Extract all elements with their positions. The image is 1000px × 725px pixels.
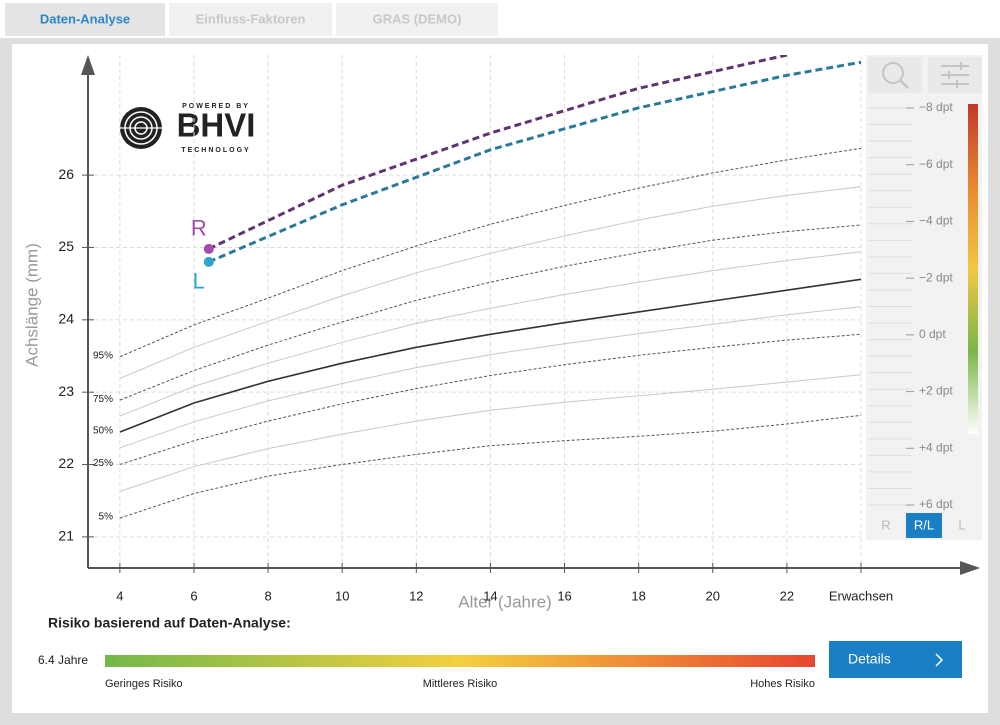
- percentile-line: [119, 251, 862, 417]
- dpt-tick-label: −6 dpt: [919, 157, 953, 171]
- settings-icon: [941, 62, 969, 88]
- x-axis-label: Alter (Jahre): [458, 592, 552, 611]
- measurement-point: [203, 243, 214, 254]
- zoom-icon: [899, 79, 909, 89]
- details-arrow: [935, 653, 944, 667]
- x-tick-label: 18: [631, 588, 645, 603]
- panel: [12, 44, 988, 713]
- percentile-label: 5%: [99, 512, 114, 523]
- plot: [119, 55, 862, 519]
- side-panel: [866, 55, 982, 540]
- x-tick-label: Erwachsen: [829, 588, 893, 603]
- x-tick-label: 6: [190, 588, 197, 603]
- tab[interactable]: [169, 3, 332, 36]
- percentile-label: 95%: [93, 350, 113, 361]
- x-tick-label: 4: [116, 588, 123, 603]
- percentile-line: [119, 374, 862, 492]
- risk-bar: [105, 655, 815, 667]
- x-tick-label: 22: [780, 588, 794, 603]
- view-button-label: R: [881, 517, 890, 532]
- percentile-label: 50%: [93, 426, 113, 437]
- y-axis-arrow: [81, 55, 95, 75]
- view-button[interactable]: [868, 513, 904, 538]
- projection-line: [208, 55, 788, 251]
- tab-label: Daten-Analyse: [40, 11, 130, 26]
- dpt-tick-label: +6 dpt: [919, 497, 953, 511]
- y-tick-label: 21: [58, 528, 74, 544]
- y-tick-label: 23: [58, 383, 74, 399]
- x-tick-label: 12: [409, 588, 423, 603]
- x-tick-label: 8: [264, 588, 271, 603]
- percentile-line: [119, 414, 862, 519]
- logo: POWERED BY BHVI TECHNOLOGY: [120, 103, 255, 154]
- percentile-line: [119, 224, 862, 401]
- risk-level: Hohes Risiko: [750, 678, 815, 690]
- measurement-label: R: [191, 216, 207, 241]
- percentile-line: [119, 147, 862, 358]
- measurement-point: [203, 256, 214, 267]
- x-tick-label: 20: [706, 588, 720, 603]
- y-tick-label: 26: [58, 166, 74, 182]
- measurement-label: L: [193, 269, 205, 294]
- x-tick-label: 16: [557, 588, 571, 603]
- x-tick-label: 14: [483, 588, 497, 603]
- view-button-label: R/L: [914, 517, 934, 532]
- y-axis-label: Achslänge (mm): [22, 243, 41, 367]
- risk-title: Risiko basierend auf Daten-Analyse:: [48, 615, 291, 631]
- view-button[interactable]: [906, 513, 942, 538]
- tab[interactable]: [5, 3, 165, 36]
- tab[interactable]: [336, 3, 498, 36]
- tab-label: GRAS (DEMO): [373, 11, 462, 26]
- percentile-label: 25%: [93, 458, 113, 469]
- risk-age: 6.4 Jahre: [38, 653, 88, 667]
- logo-text: POWERED BY: [182, 103, 250, 110]
- logo-text: TECHNOLOGY: [181, 147, 250, 154]
- projection-line: [208, 60, 862, 264]
- dpt-tick-label: −4 dpt: [919, 214, 953, 228]
- dpt-tick-label: 0 dpt: [919, 327, 946, 341]
- percentile-line: [119, 278, 862, 433]
- details-label: Details: [848, 651, 891, 667]
- risk-level: Geringes Risiko: [105, 678, 183, 690]
- dpt-tick-label: +4 dpt: [919, 440, 953, 454]
- dpt-tick-label: −8 dpt: [919, 100, 953, 114]
- x-axis-arrow: [960, 561, 980, 575]
- percentile-line: [119, 306, 862, 449]
- view-button-label: L: [958, 517, 965, 532]
- tab-label: Einfluss-Faktoren: [196, 11, 306, 26]
- y-tick-label: 24: [58, 311, 74, 327]
- risk-level: Mittleres Risiko: [423, 678, 498, 690]
- logo-name: BHVI: [177, 107, 256, 144]
- y-tick-label: 25: [58, 238, 74, 254]
- dpt-tick-label: +2 dpt: [919, 384, 953, 398]
- dpt-tick-label: −2 dpt: [919, 270, 953, 284]
- percentile-label: 75%: [93, 394, 113, 405]
- dpt-color-bar: [968, 104, 978, 434]
- view-button[interactable]: [944, 513, 980, 538]
- details-button[interactable]: [829, 641, 962, 678]
- y-tick-label: 22: [58, 455, 74, 471]
- x-tick-label: 10: [335, 588, 349, 603]
- percentile-line: [119, 186, 862, 379]
- percentile-line: [119, 333, 862, 465]
- zoom-icon: [882, 62, 904, 84]
